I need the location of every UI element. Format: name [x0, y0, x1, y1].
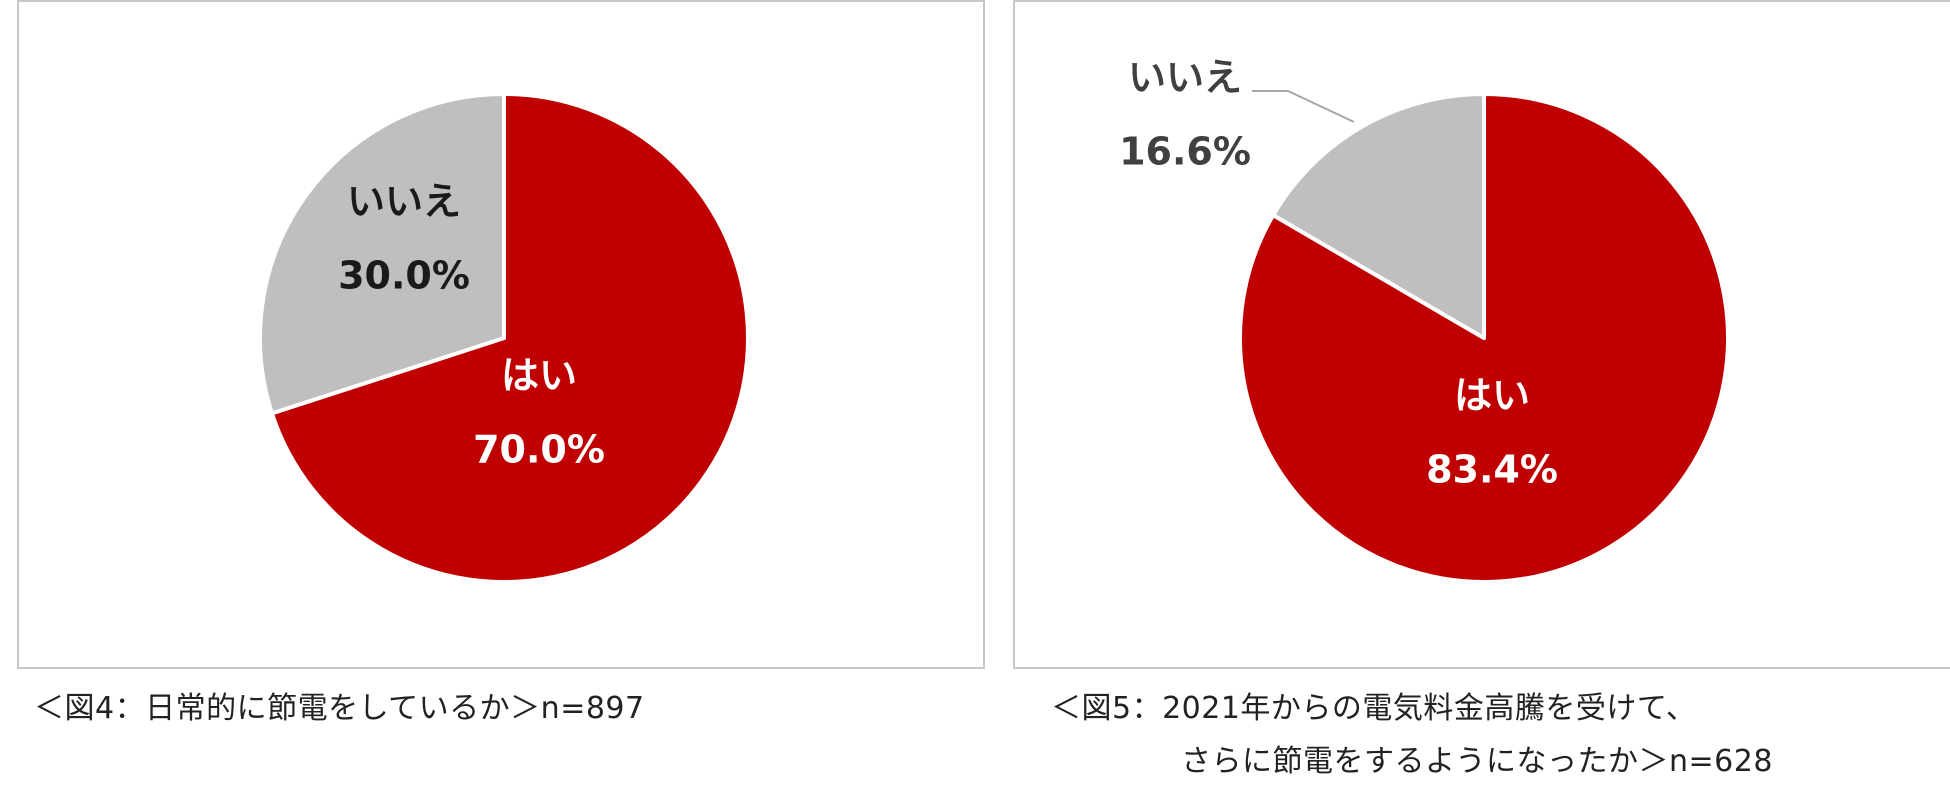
pie-1-slice-yes	[269, 92, 750, 584]
pie-2-slice-yes-value: 83.4%	[1426, 448, 1558, 492]
pie-2-slice-no-label: いいえ	[1128, 56, 1242, 100]
pie-1-slice-no-label: いいえ	[347, 180, 461, 224]
pie-2-slice-no	[1271, 92, 1486, 340]
pie-chart-1: はい 70.0% いいえ 30.0%	[258, 92, 750, 584]
pie-2-slice-no-value: 16.6%	[1119, 130, 1251, 174]
pie-1-slice-no-value: 30.0%	[338, 254, 470, 298]
pie-1-slice-yes-value: 70.0%	[473, 428, 605, 472]
pie-2-leader-line	[1252, 90, 1355, 123]
pie-2-slice-yes-label: はい	[1454, 374, 1530, 418]
chart-panel-1: はい 70.0% いいえ 30.0%	[17, 0, 985, 669]
pie-chart-2: はい 83.4% いいえ 16.6%	[1119, 56, 1730, 584]
figure-4-caption: ＜図4：日常的に節電をしているか＞n=897	[34, 691, 645, 726]
chart-panel-2: はい 83.4% いいえ 16.6%	[1013, 0, 1950, 669]
pie-1-slice-yes-label: はい	[501, 354, 577, 398]
pie-2-slice-yes	[1238, 92, 1730, 584]
figure-5-caption-line-1: ＜図5：2021年からの電気料金高騰を受けて、	[1051, 691, 1697, 726]
figure-5-caption-line-2: さらに節電をするようになったか＞n=628	[1181, 744, 1773, 779]
pie-1-slice-no	[258, 92, 506, 416]
